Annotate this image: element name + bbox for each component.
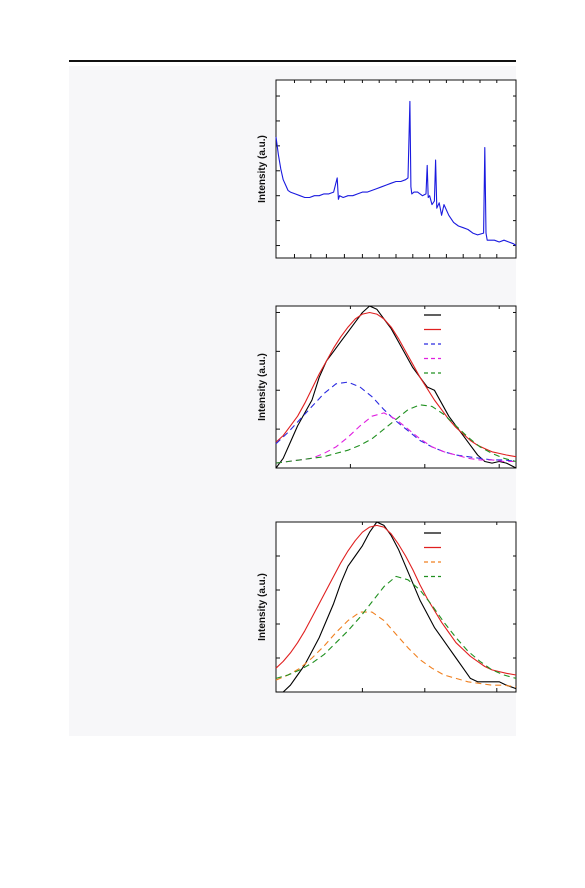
series-line-4 [275,575,517,679]
series-line-4 [275,412,516,464]
series-line-1 [276,521,517,693]
series-line-5 [275,404,517,464]
y-axis-label: Intensity (a.u.) [257,573,268,641]
plot-frame [275,305,517,469]
header-rule [69,60,516,62]
y-axis-label: Intensity (a.u.) [257,135,268,203]
panel-top: Intensity (a.u.) [257,79,517,259]
series-line-2 [275,524,517,676]
series-line-3 [275,611,517,688]
series-line-1 [275,305,517,469]
panel-middle: Intensity (a.u.) [257,305,517,469]
plot-frame [275,521,517,693]
y-axis-label: Intensity (a.u.) [257,353,268,421]
series-line-1 [275,100,517,246]
plot-frame [275,79,517,259]
series-line-2 [275,311,517,458]
panel-bottom: Intensity (a.u.) [257,521,517,693]
